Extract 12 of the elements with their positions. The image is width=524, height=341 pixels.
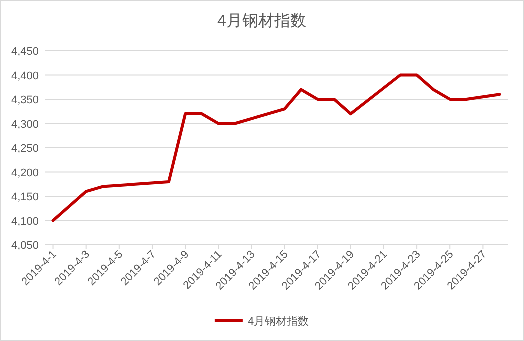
y-tick-label: 4,050: [11, 240, 39, 252]
chart-title: 4月钢材指数: [218, 12, 306, 30]
y-tick-label: 4,450: [11, 46, 39, 58]
line-series: [52, 74, 502, 222]
legend-label: 4月钢材指数: [248, 315, 310, 328]
y-tick-label: 4,150: [11, 192, 39, 204]
y-tick-label: 4,250: [11, 143, 39, 155]
y-tick-label: 4,300: [11, 118, 39, 131]
y-tick-label: 4,350: [11, 94, 39, 106]
y-tick-label: 4,200: [11, 167, 39, 180]
y-tick-label: 4,400: [11, 70, 39, 82]
y-tick-label: 4,100: [11, 216, 39, 228]
